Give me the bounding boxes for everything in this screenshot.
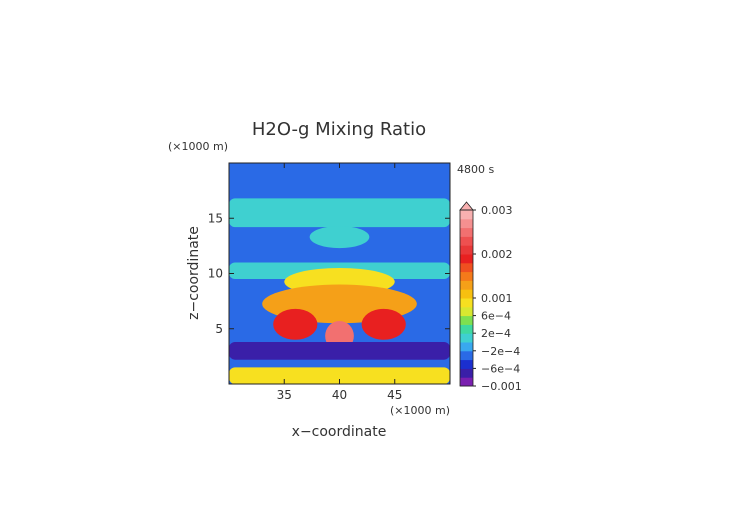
colorbar-swatch: [460, 350, 473, 361]
field-region-6: [273, 308, 318, 340]
x-tick-label: 35: [277, 388, 292, 402]
colorbar: −0.001 −6e−4 −2e−4 2e−4 6e−4 0.001 0.002 0.003: [459, 201, 522, 393]
colorbar-swatch: [460, 289, 473, 299]
x-tick-label: 40: [332, 388, 347, 402]
colorbar-swatch: [460, 236, 473, 246]
chart-title: H2O-g Mixing Ratio: [252, 119, 426, 140]
y-axis: 5 10 15: [208, 211, 450, 336]
colorbar-swatch: [460, 298, 473, 308]
x-axis: 35 40 45: [277, 163, 402, 402]
colorbar-tick-label: 0.003: [481, 204, 513, 217]
colorbar-tick-label: −2e−4: [481, 345, 520, 358]
y-axis-title: z−coordinate: [186, 226, 202, 320]
colorbar-extend-arrow: [459, 201, 474, 211]
colorbar-swatch: [460, 254, 473, 264]
colorbar-tick-label: −6e−4: [481, 362, 520, 375]
colorbar-swatch: [460, 368, 473, 378]
colorbar-swatch: [460, 280, 473, 290]
colorbar-swatch: [460, 306, 473, 317]
colorbar-swatch: [460, 333, 473, 343]
colorbar-swatch: [460, 377, 473, 387]
time-label: 4800 s: [457, 163, 494, 176]
colorbar-tick-label: 0.002: [481, 248, 513, 261]
y-tick-label: 15: [208, 211, 223, 225]
colorbar-swatch: [460, 210, 473, 220]
x-tick-label: 45: [387, 388, 402, 402]
colorbar-swatch: [460, 315, 473, 325]
colorbar-swatch: [460, 324, 473, 334]
colorbar-swatch: [460, 262, 473, 273]
colorbar-swatch: [460, 218, 473, 229]
colorbar-swatch: [460, 271, 473, 281]
colorbar-swatch: [460, 342, 473, 352]
colorbar-swatch: [460, 245, 473, 255]
x-unit-label: (×1000 m): [390, 404, 450, 417]
y-tick-label: 10: [208, 267, 223, 281]
x-axis-title: x−coordinate: [292, 424, 387, 440]
field-region-1: [229, 198, 450, 228]
colorbar-tick-label: 2e−4: [481, 327, 511, 340]
heatmap-plot: [229, 163, 450, 384]
colorbar-tick-label: 0.001: [481, 292, 513, 305]
field-region-9: [229, 342, 450, 360]
colorbar-tick-label: −0.001: [481, 380, 522, 393]
colorbar-swatch: [460, 227, 473, 237]
field-region-2: [309, 225, 370, 249]
colorbar-tick-label: 6e−4: [481, 310, 511, 323]
y-unit-label: (×1000 m): [168, 140, 228, 153]
field-region-7: [361, 308, 406, 340]
colorbar-swatch: [460, 359, 473, 369]
y-tick-label: 5: [215, 322, 223, 336]
